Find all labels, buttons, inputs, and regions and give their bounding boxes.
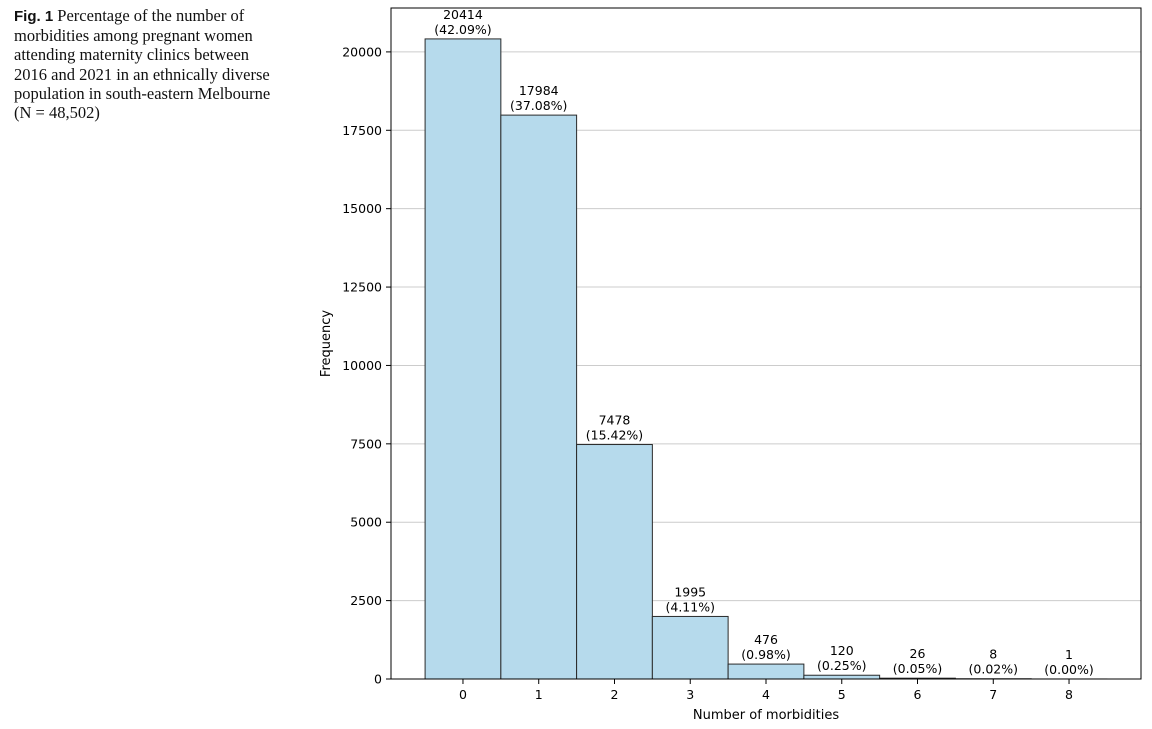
x-tick-label: 7 — [989, 687, 997, 702]
figure-label: Fig. 1 — [14, 8, 54, 25]
x-tick-label: 0 — [459, 687, 467, 702]
y-tick-label: 7500 — [350, 436, 382, 451]
bars — [424, 38, 1108, 680]
x-tick-label: 2 — [611, 687, 619, 702]
bar-count-label: 8 — [989, 647, 997, 662]
bar-percent-label: (42.09%) — [434, 22, 491, 37]
figure-caption-text: Percentage of the number of morbidities … — [14, 6, 271, 123]
bar — [576, 444, 653, 680]
y-tick-label: 12500 — [342, 280, 382, 295]
y-tick-label: 15000 — [342, 201, 382, 216]
y-tick-label: 5000 — [350, 515, 382, 530]
bar — [424, 38, 502, 680]
x-tick-label: 5 — [838, 687, 846, 702]
y-tick-label: 2500 — [350, 593, 382, 608]
y-axis-ticks: 0 2500 5000 7500 10000 12500 15000 17500 20000 — [342, 44, 391, 687]
bar-percent-label: (0.02%) — [969, 662, 1018, 677]
bar — [651, 615, 729, 680]
bar-percent-label: (4.11%) — [666, 599, 715, 614]
bar — [500, 114, 578, 680]
bar-count-label: 20414 — [443, 7, 483, 22]
x-tick-label: 4 — [762, 687, 770, 702]
bar-percent-label: (37.08%) — [510, 98, 567, 113]
x-tick-label: 6 — [914, 687, 922, 702]
y-axis-label: Frequency — [319, 310, 334, 377]
bar-count-label: 120 — [830, 643, 854, 658]
bar-percent-label: (0.25%) — [817, 658, 866, 673]
bar-count-label: 7478 — [599, 413, 631, 428]
data-labels: 20414(42.09%) 17984(37.08%) 7478(15.42%) 19… — [434, 7, 1094, 677]
bar-percent-label: (0.05%) — [893, 661, 942, 676]
y-tick-label: 0 — [374, 672, 382, 687]
y-tick-label: 20000 — [342, 44, 382, 59]
bar-count-label: 1 — [1065, 647, 1073, 662]
bar-percent-label: (15.42%) — [586, 428, 643, 443]
x-axis-label: Number of morbidities — [693, 708, 839, 723]
bar — [803, 674, 881, 680]
x-tick-label: 3 — [686, 687, 694, 702]
bar-count-label: 476 — [754, 632, 778, 647]
bar-percent-label: (0.98%) — [741, 647, 790, 662]
y-tick-label: 10000 — [342, 358, 382, 373]
x-axis-ticks: 0 1 2 3 4 5 6 7 8 — [459, 679, 1073, 702]
figure-caption: Fig. 1 Percentage of the number of morbi… — [14, 6, 276, 122]
bar-percent-label: (0.00%) — [1044, 662, 1093, 677]
bar-count-label: 1995 — [674, 584, 706, 599]
x-tick-label: 1 — [535, 687, 543, 702]
bar-count-label: 26 — [910, 646, 926, 661]
bar-count-label: 17984 — [519, 83, 559, 98]
bar — [727, 663, 805, 680]
y-tick-label: 17500 — [342, 123, 382, 138]
x-tick-label: 8 — [1065, 687, 1073, 702]
